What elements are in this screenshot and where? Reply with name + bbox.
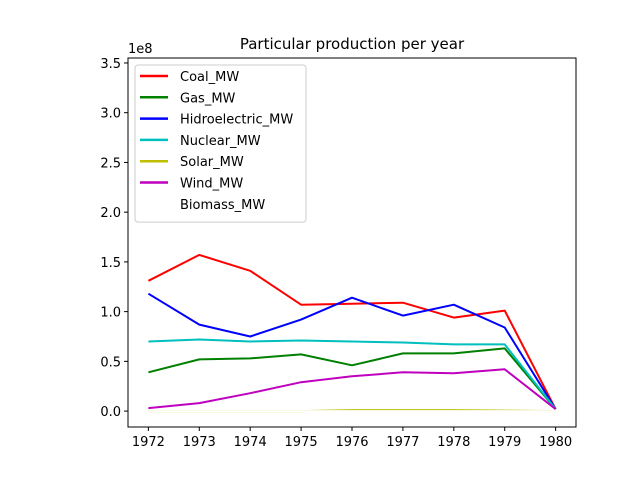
x-tick-label: 1978 [437,435,470,450]
series-line-nuclear-mw [148,338,557,410]
y-tick-label: 1.0 [100,306,121,321]
chart-title: Particular production per year [240,35,465,53]
x-tick-label: 1975 [285,435,318,450]
legend-label-nuclear-mw: Nuclear_MW [180,134,261,149]
y-axis: 0.0 0.5 1.0 1.5 2.0 2.5 3.0 3.5 [100,57,128,420]
y-tick-label: 0.5 [100,355,121,370]
series-line-wind-mw [148,368,557,410]
y-tick-label: 2.0 [100,206,121,221]
series-line-coal-mw [147,253,557,410]
y-tick-label: 2.5 [100,156,121,171]
series-layer [147,253,557,413]
y-tick-label: 0.0 [100,405,121,420]
series-line-gas-mw [148,347,557,410]
y-tick-label: 3.5 [100,57,121,72]
legend-box [134,64,307,223]
legend-label-wind-mw: Wind_MW [180,177,243,192]
y-tick-label: 1.5 [100,256,121,271]
y-tick-label: 3.0 [100,107,121,122]
y-offset-label: 1e8 [128,42,153,57]
legend-label-hidroelectric-mw: Hidroelectric_MW [180,113,293,128]
x-tick-label: 1976 [335,435,368,450]
legend-label-biomass-mw: Biomass_MW [180,198,265,213]
legend-label-gas-mw: Gas_MW [180,91,236,106]
x-tick-label: 1979 [488,435,521,450]
legend-label-solar-mw: Solar_MW [180,155,244,170]
x-tick-label: 1973 [183,435,216,450]
x-axis: 1972 1973 1974 1975 1976 1977 1978 1979 1980 [132,427,572,450]
x-tick-label: 1972 [132,435,165,450]
series-line-hidroelectric-mw [147,292,557,410]
x-tick-label: 1974 [234,435,267,450]
x-tick-label: 1977 [386,435,419,450]
legend: Coal_MW Gas_MW Hidroelectric_MW Nuclear_MW S… [134,64,307,223]
legend-label-coal-mw: Coal_MW [180,70,239,85]
x-tick-label: 1980 [539,435,572,450]
